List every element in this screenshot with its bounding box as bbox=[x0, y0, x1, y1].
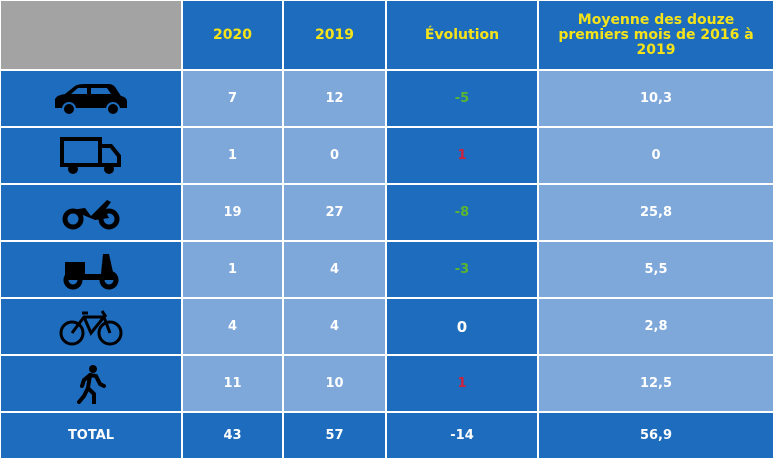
total-cell: -14 bbox=[386, 412, 538, 459]
column-header: 2020 bbox=[182, 0, 283, 70]
evolution-cell: -8 bbox=[386, 184, 538, 241]
value-cell: 1 bbox=[182, 127, 283, 184]
vehicle-icon bbox=[77, 364, 106, 404]
total-cell: 56,9 bbox=[538, 412, 774, 459]
value-cell: 12,5 bbox=[538, 355, 774, 412]
value-cell: 4 bbox=[283, 241, 386, 298]
vehicle-icon bbox=[62, 199, 120, 229]
evolution-cell: 1 bbox=[386, 127, 538, 184]
row-icon bbox=[0, 184, 182, 241]
value-cell: 1 bbox=[182, 241, 283, 298]
value-cell: 5,5 bbox=[538, 241, 774, 298]
evolution-cell: 1 bbox=[386, 355, 538, 412]
evolution-cell: -5 bbox=[386, 70, 538, 127]
row-icon bbox=[0, 298, 182, 355]
column-header: Moyenne des douze premiers mois de 2016 … bbox=[538, 0, 774, 70]
value-cell: 7 bbox=[182, 70, 283, 127]
value-cell: 12 bbox=[283, 70, 386, 127]
value-cell: 4 bbox=[283, 298, 386, 355]
total-cell: TOTAL bbox=[0, 412, 182, 459]
column-header: 2019 bbox=[283, 0, 386, 70]
value-cell: 25,8 bbox=[538, 184, 774, 241]
value-cell: 10 bbox=[283, 355, 386, 412]
row-icon bbox=[0, 127, 182, 184]
value-cell: 4 bbox=[182, 298, 283, 355]
evolution-cell: 0 bbox=[386, 298, 538, 355]
row-icon bbox=[0, 355, 182, 412]
row-icon bbox=[0, 241, 182, 298]
total-cell: 57 bbox=[283, 412, 386, 459]
value-cell: 2,8 bbox=[538, 298, 774, 355]
value-cell: 0 bbox=[538, 127, 774, 184]
total-cell: 43 bbox=[182, 412, 283, 459]
value-cell: 27 bbox=[283, 184, 386, 241]
vehicle-icon bbox=[60, 136, 121, 174]
vehicle-icon bbox=[63, 253, 119, 289]
vehicle-icon bbox=[59, 309, 123, 345]
value-cell: 10,3 bbox=[538, 70, 774, 127]
value-cell: 11 bbox=[182, 355, 283, 412]
value-cell: 0 bbox=[283, 127, 386, 184]
corner-cell bbox=[0, 0, 182, 70]
row-icon bbox=[0, 70, 182, 127]
column-header: Évolution bbox=[386, 0, 538, 70]
value-cell: 19 bbox=[182, 184, 283, 241]
vehicle-icon bbox=[55, 83, 127, 116]
evolution-cell: -3 bbox=[386, 241, 538, 298]
